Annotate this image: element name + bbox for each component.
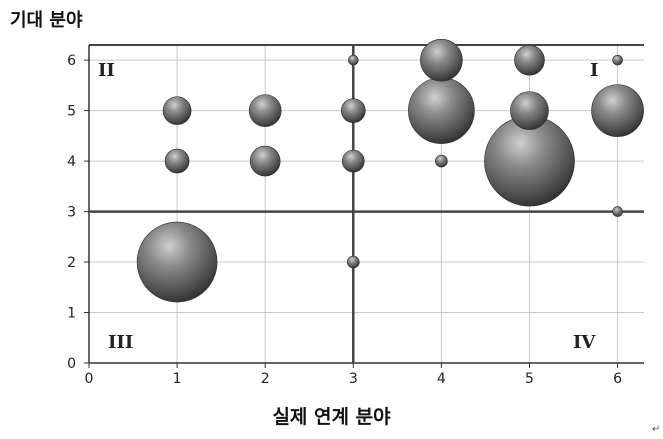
bubbles xyxy=(136,38,644,303)
x-tick-label: 6 xyxy=(613,371,622,387)
y-tick-label: 3 xyxy=(67,205,76,221)
bubble xyxy=(420,38,463,82)
bubble xyxy=(249,145,281,177)
bubble xyxy=(408,77,475,144)
bubble xyxy=(435,154,448,168)
y-tick-label: 4 xyxy=(67,154,76,170)
quadrant-label-1: I xyxy=(590,60,599,81)
paragraph-mark: ↵ xyxy=(652,424,661,435)
bubble xyxy=(612,54,623,66)
quadrant-label-2: II xyxy=(98,60,115,81)
bubble xyxy=(514,44,545,76)
x-tick-label: 0 xyxy=(85,371,94,387)
x-tick-label: 2 xyxy=(261,371,270,387)
axes xyxy=(84,44,644,368)
bubble xyxy=(347,54,359,66)
y-tick-label: 2 xyxy=(67,255,76,271)
x-tick-label: 4 xyxy=(437,371,446,387)
grid xyxy=(88,45,644,364)
x-tick-label: 5 xyxy=(525,371,534,387)
bubble xyxy=(136,221,218,303)
bubble xyxy=(164,148,190,174)
x-tick-label: 1 xyxy=(173,371,182,387)
bubble xyxy=(591,84,644,137)
tick-labels: 0 1 2 3 4 5 6 0 1 2 3 4 5 6 xyxy=(67,53,622,387)
bubble xyxy=(340,98,366,123)
bubble xyxy=(346,255,360,269)
bubble xyxy=(510,91,549,130)
y-tick-label: 6 xyxy=(67,53,76,69)
y-axis-label: 기대 분야 xyxy=(10,10,83,31)
bubble xyxy=(341,149,365,173)
y-tick-label: 5 xyxy=(67,104,76,120)
quadrant-label-3: III xyxy=(108,332,134,353)
y-tick-label: 1 xyxy=(67,306,76,322)
bubble xyxy=(612,206,623,217)
x-tick-label: 3 xyxy=(349,371,358,387)
bubble xyxy=(162,96,192,125)
quadrant-label-4: IV xyxy=(573,332,596,353)
x-axis-label: 실제 연계 분야 xyxy=(272,406,391,428)
y-tick-label: 0 xyxy=(67,356,76,372)
bubble xyxy=(248,94,282,127)
